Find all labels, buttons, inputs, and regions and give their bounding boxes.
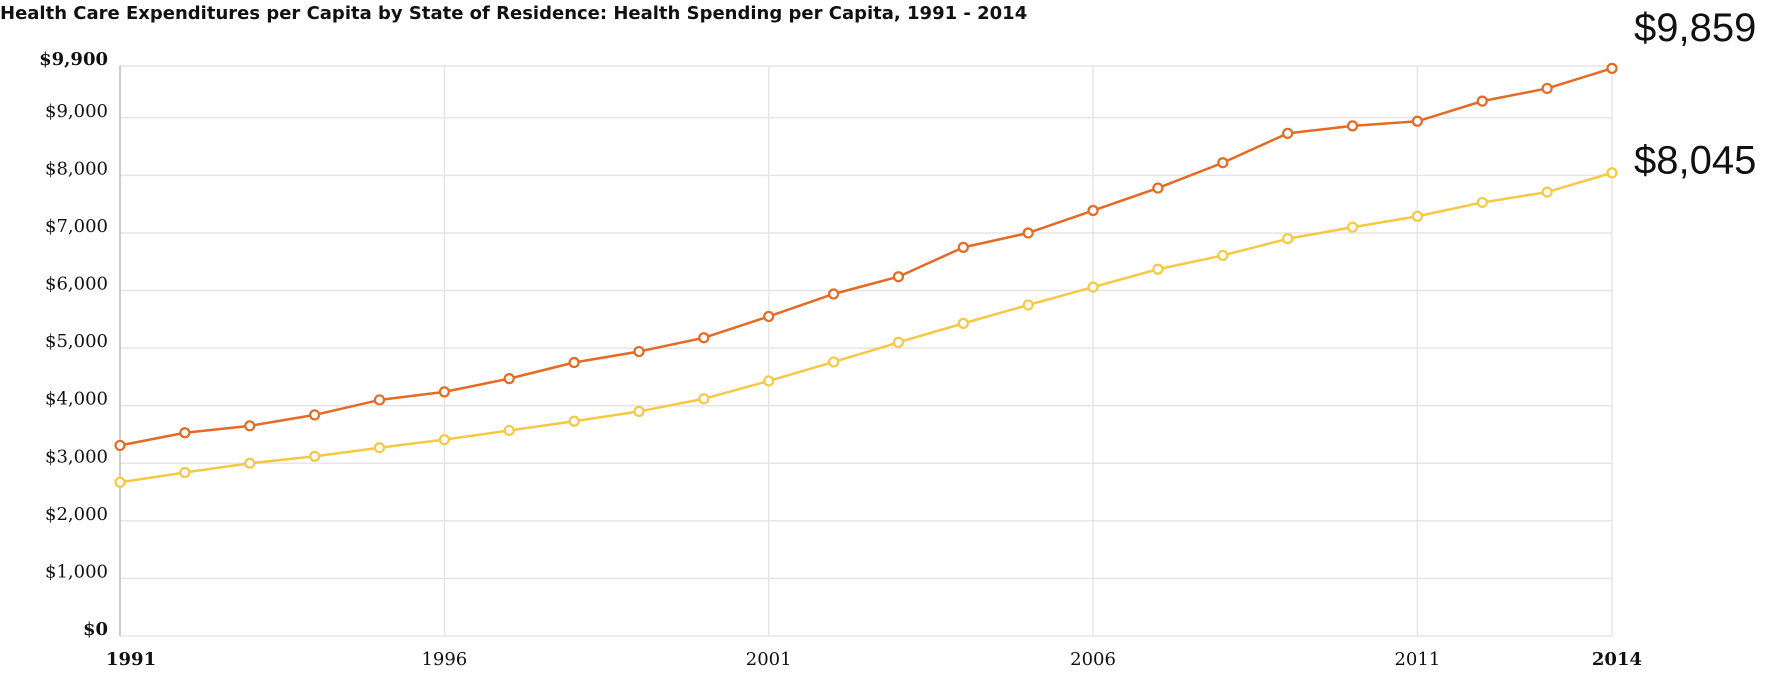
point — [1217, 249, 1229, 262]
point — [633, 405, 645, 418]
point — [309, 450, 321, 462]
point — [1152, 263, 1164, 275]
y-tick-label: $5,000 — [45, 331, 108, 352]
point — [1152, 182, 1164, 194]
point — [1346, 120, 1359, 132]
y-tick-label: $8,000 — [45, 158, 108, 179]
x-tick-label: 2006 — [1070, 649, 1116, 670]
point — [892, 336, 905, 348]
point — [1087, 204, 1099, 217]
y-tick-label: $9,900 — [39, 49, 108, 70]
x-tick-label: 1991 — [106, 649, 156, 670]
point — [698, 393, 710, 405]
point — [1476, 196, 1488, 209]
y-tick-label: $7,000 — [45, 216, 108, 237]
y-tick-label: $4,000 — [45, 389, 108, 410]
point — [114, 476, 126, 488]
chart-title: Health Care Expenditures per Capita by S… — [0, 3, 1027, 24]
point — [503, 373, 515, 385]
point — [568, 415, 580, 427]
point — [1411, 115, 1423, 127]
point — [1541, 186, 1553, 198]
point — [1087, 281, 1099, 293]
point — [1022, 299, 1034, 311]
point — [114, 439, 126, 452]
point — [309, 409, 321, 421]
y-tick-label: $1,000 — [45, 561, 108, 582]
point — [633, 345, 645, 358]
x-tick-label: 2014 — [1592, 649, 1642, 670]
value-label: $9,859 — [1634, 6, 1756, 50]
y-tick-label: $9,000 — [45, 101, 108, 122]
point — [827, 356, 840, 368]
point — [1282, 233, 1294, 245]
point — [827, 288, 840, 300]
point — [1282, 127, 1294, 139]
x-tick-label: 1996 — [421, 649, 467, 670]
point — [244, 420, 256, 432]
series-line — [119, 171, 1613, 484]
value-label: $8,045 — [1634, 138, 1756, 182]
x-tick-label: 2001 — [746, 649, 792, 670]
point — [1411, 210, 1423, 222]
point — [1606, 167, 1618, 179]
point — [179, 466, 191, 479]
point — [957, 317, 969, 329]
point — [373, 394, 386, 406]
point — [568, 356, 580, 369]
point — [1476, 95, 1488, 107]
y-tick-label: $0 — [83, 619, 108, 640]
point — [698, 332, 710, 344]
point — [763, 310, 775, 323]
point — [892, 271, 905, 283]
point — [373, 442, 386, 454]
point — [244, 457, 256, 469]
y-tick-label: $3,000 — [45, 446, 108, 467]
point — [763, 375, 775, 387]
point — [438, 434, 450, 446]
point — [957, 241, 969, 253]
y-tick-label: $6,000 — [45, 274, 108, 295]
y-tick-label: $2,000 — [45, 504, 108, 525]
point — [1346, 221, 1359, 233]
x-tick-label: 2011 — [1394, 649, 1440, 670]
point — [503, 424, 515, 437]
point — [438, 386, 450, 398]
point — [1022, 227, 1034, 239]
point — [1606, 62, 1618, 74]
series-line — [119, 67, 1613, 447]
point — [179, 427, 191, 439]
point — [1541, 82, 1553, 95]
point — [1217, 157, 1229, 169]
